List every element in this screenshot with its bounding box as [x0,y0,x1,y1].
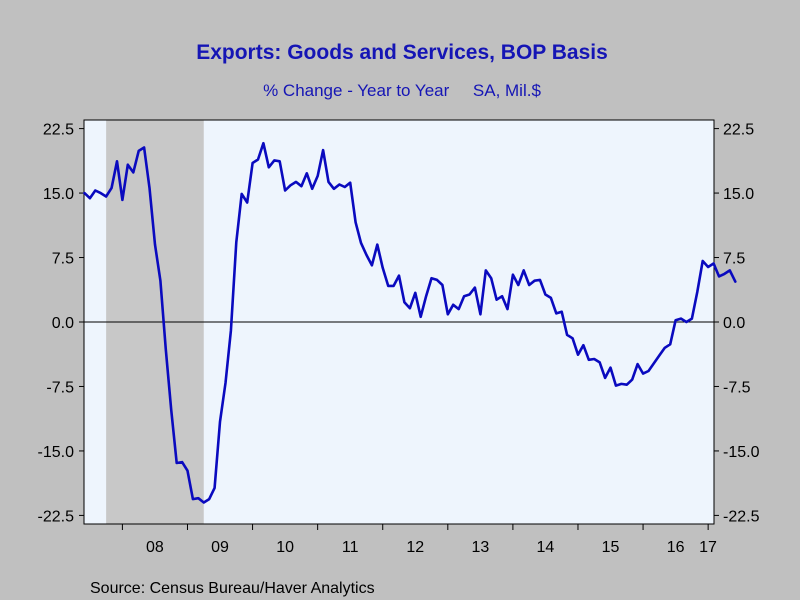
x-tick-label: 16 [667,539,685,556]
y-tick-label-left: 22.5 [43,122,74,139]
x-tick-label: 11 [342,539,359,556]
y-tick-label-left: 15.0 [43,186,74,203]
chart-subtitle: % Change - Year to Year SA, Mil.$ [263,81,541,100]
y-tick-label-right: -22.5 [723,508,760,525]
y-tick-label-left: 7.5 [52,251,74,268]
x-tick-label: 15 [602,539,620,556]
chart-title: Exports: Goods and Services, BOP Basis [196,41,608,64]
x-tick-label: 13 [471,539,489,556]
y-tick-label-right: 22.5 [723,122,754,139]
x-tick-label: 08 [146,539,164,556]
chart-source: Source: Census Bureau/Haver Analytics [90,580,375,597]
x-tick-label: 12 [406,539,424,556]
series-line [83,141,737,504]
y-tick-label-right: 7.5 [723,251,745,268]
x-tick-label: 09 [211,539,229,556]
y-tick-label-right: -7.5 [723,379,751,396]
x-tick-label: 10 [276,539,294,556]
plot-area: 22.5 22.5 15.0 15.0 7.5 7.5 0.0 0.0 -7.5 -7.5 -15.… [38,119,760,556]
y-tick-label-right: 0.0 [723,315,745,332]
y-tick-label-right: -15.0 [723,444,760,461]
y-tick-label-right: 15.0 [723,186,754,203]
x-tick-label: 17 [699,539,717,556]
y-tick-label-left: 0.0 [52,315,74,332]
x-tick-label: 14 [537,539,555,556]
y-tick-label-left: -7.5 [46,379,74,396]
y-tick-label-left: -22.5 [38,508,75,525]
y-tick-label-left: -15.0 [38,444,75,461]
